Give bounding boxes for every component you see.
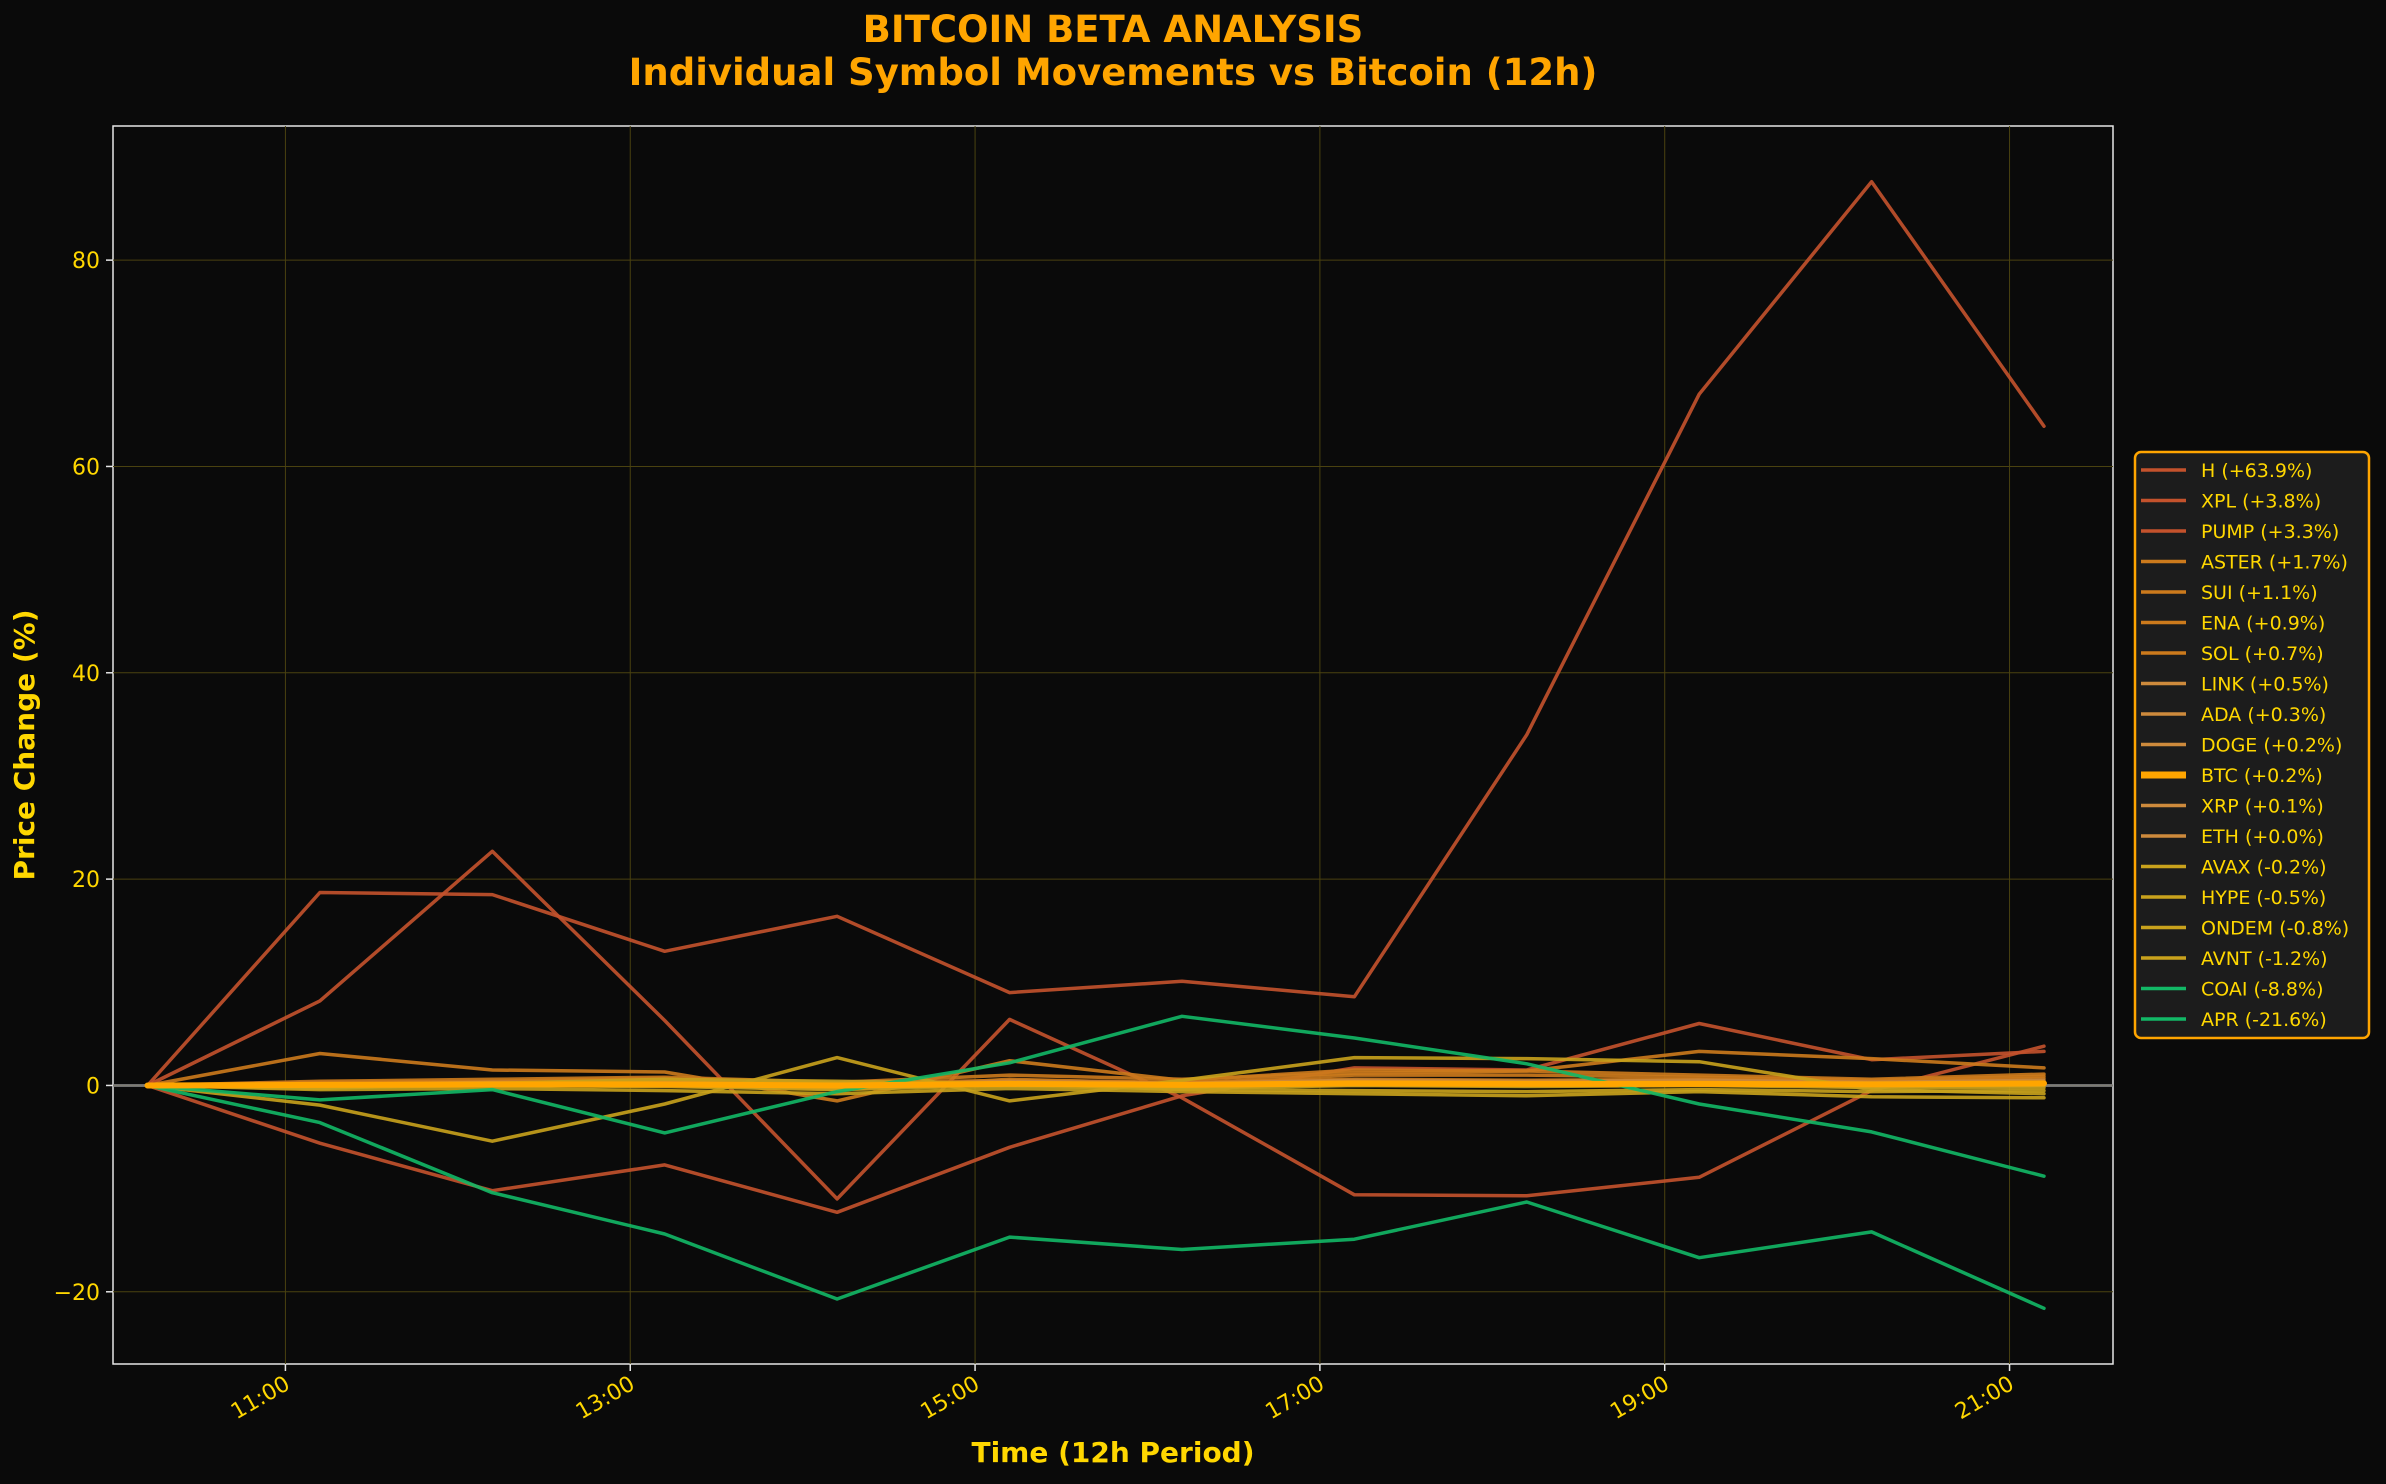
legend-entry: HYPE (-0.5%) (2201, 887, 2326, 909)
x-tick-label: 17:00 (1261, 1372, 1328, 1425)
series-line-coai (145, 1014, 2046, 1178)
legend-entry: COAI (-8.8%) (2201, 979, 2323, 1001)
series-line-apr (145, 1083, 2046, 1311)
y-tick-label: 0 (86, 1074, 100, 1099)
x-tick-label: 13:00 (572, 1372, 639, 1425)
plot-area (112, 125, 2114, 1365)
x-axis-label: Time (12h Period) (971, 1436, 1254, 1469)
chart-subtitle: Individual Symbol Movements vs Bitcoin (… (629, 51, 1598, 94)
y-tick-label: 40 (72, 662, 100, 687)
legend-entry: APR (-21.6%) (2201, 1009, 2327, 1031)
legend-entry: BTC (+0.2%) (2201, 765, 2323, 787)
legend-entry: XPL (+3.8%) (2201, 491, 2321, 513)
x-tick-label: 19:00 (1606, 1372, 1673, 1425)
legend-entry: ETH (+0.0%) (2201, 826, 2324, 848)
series-lines (144, 179, 2047, 1311)
legend-entry: LINK (+0.5%) (2201, 674, 2329, 696)
legend-entry: DOGE (+0.2%) (2201, 735, 2342, 757)
y-ticks: −20 0 20 40 60 80 (54, 249, 113, 1306)
legend-entry: XRP (+0.1%) (2201, 796, 2324, 818)
legend-entry: SUI (+1.1%) (2201, 582, 2318, 604)
legend-entry: SOL (+0.7%) (2201, 643, 2324, 665)
y-tick-label: 20 (72, 868, 100, 893)
chart-title: BITCOIN BETA ANALYSIS (863, 8, 1364, 51)
y-axis-label: Price Change (%) (8, 609, 41, 880)
legend-entry: ENA (+0.9%) (2201, 613, 2325, 635)
legend-entry: H (+63.9%) (2201, 460, 2312, 482)
series-line-btc (144, 1080, 2047, 1089)
legend-box (2133, 450, 2371, 1040)
y-tick-label: −20 (54, 1281, 100, 1306)
x-ticks: 11:00 13:00 15:00 17:00 19:00 21:00 (227, 1364, 2019, 1425)
legend: H (+63.9%) XPL (+3.8%) PUMP (+3.3%) ASTER (… (2133, 450, 2371, 1040)
x-tick-label: 21:00 (1951, 1372, 2018, 1425)
series-line-sui (145, 1069, 2046, 1088)
legend-entry: AVAX (-0.2%) (2201, 857, 2327, 879)
series-line-h (145, 179, 2046, 1088)
series-line-aster (145, 1049, 2046, 1103)
legend-entry: ADA (+0.3%) (2201, 704, 2326, 726)
legend-entry: AVNT (-1.2%) (2201, 948, 2328, 970)
legend-entry: ASTER (+1.7%) (2201, 552, 2348, 574)
series-line-xpl (145, 849, 2046, 1201)
legend-entry: ONDEM (-0.8%) (2201, 918, 2349, 940)
legend-entry: PUMP (+3.3%) (2201, 521, 2339, 543)
y-tick-label: 60 (72, 455, 100, 480)
y-tick-label: 80 (72, 249, 100, 274)
x-tick-label: 11:00 (227, 1372, 294, 1425)
x-tick-label: 15:00 (917, 1372, 984, 1425)
series-line-avnt (145, 1083, 2046, 1100)
